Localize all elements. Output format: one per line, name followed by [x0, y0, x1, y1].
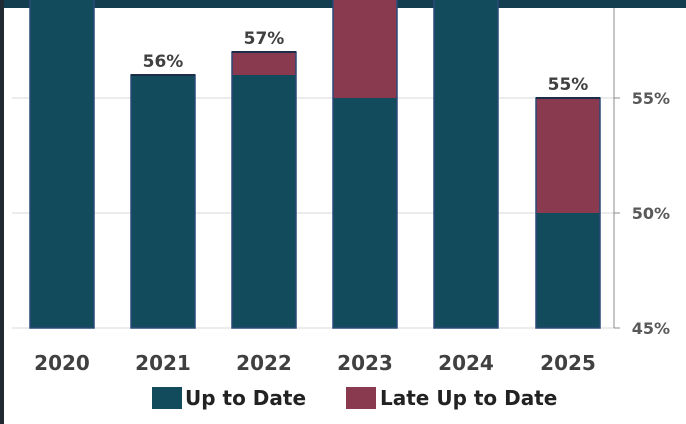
data-label: 57% — [244, 29, 285, 49]
legend-swatch-late-up-to-date — [346, 387, 376, 409]
bar-up-to-date — [434, 0, 498, 328]
bar-up-to-date — [30, 0, 94, 328]
legend-label-up-to-date: Up to Date — [185, 386, 306, 410]
bar-outline — [332, 0, 398, 329]
left-border — [0, 0, 4, 424]
legend-label-late-up-to-date: Late Up to Date — [380, 386, 557, 410]
bar-up-to-date — [232, 75, 296, 328]
bar-up-to-date — [536, 213, 600, 328]
bar-up-to-date — [131, 75, 195, 328]
y-tick-label: 45% — [632, 319, 670, 338]
y-tick-label: 50% — [632, 204, 670, 223]
x-tick-label: 2021 — [135, 351, 191, 375]
x-tick-label: 2022 — [236, 351, 292, 375]
bar-up-to-date — [333, 98, 397, 328]
x-tick-label: 2024 — [438, 351, 494, 375]
bar-late-up-to-date — [333, 0, 397, 98]
data-label: 55% — [548, 75, 589, 95]
x-tick-label: 2020 — [34, 351, 90, 375]
legend-swatch-up-to-date — [152, 387, 182, 409]
bar-outline — [29, 0, 95, 329]
x-tick-label: 2023 — [337, 351, 393, 375]
bar-outline — [433, 0, 499, 329]
bar-late-up-to-date — [232, 52, 296, 75]
x-tick-label: 2025 — [540, 351, 596, 375]
y-tick-label: 55% — [632, 89, 670, 108]
bar-late-up-to-date — [536, 98, 600, 213]
data-label: 56% — [143, 52, 184, 72]
